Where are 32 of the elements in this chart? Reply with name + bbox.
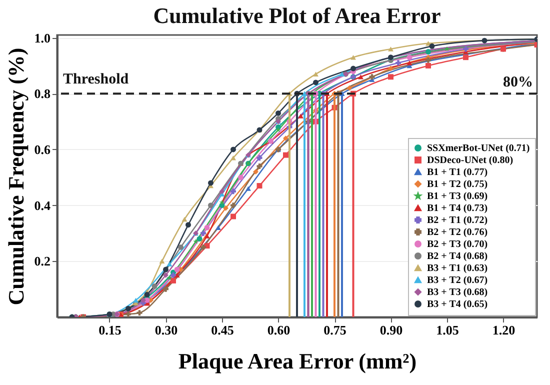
x-tick-label: 0.15	[98, 322, 122, 338]
legend-label: B2 + T4 (0.68)	[427, 251, 488, 262]
x-tick-label: 0.60	[267, 322, 290, 338]
chart-title: Cumulative Plot of Area Error	[153, 2, 442, 28]
x-axis-title: Plaque Area Error (mm²)	[178, 348, 417, 374]
legend-label: B2 + T3 (0.70)	[427, 239, 488, 250]
x-tick-label: 0.45	[211, 322, 234, 338]
y-tick-label: 0.6	[34, 142, 51, 157]
legend-label: B1 + T1 (0.77)	[427, 167, 488, 178]
legend-label: B2 + T1 (0.72)	[427, 215, 488, 226]
x-tick-label: 0.90	[380, 322, 403, 338]
legend-label: B3 + T4 (0.65)	[427, 299, 488, 310]
ref-line-label: Threshold	[63, 72, 130, 88]
legend-label: B1 + T3 (0.69)	[427, 191, 488, 202]
y-tick-label: 0.8	[34, 86, 51, 102]
x-tick-label: 1.05	[436, 322, 460, 338]
legend-label: DSDeco-UNet (0.80)	[427, 155, 514, 166]
legend-label: B3 + T3 (0.68)	[427, 287, 488, 298]
y-tick-label: 1.0	[34, 30, 50, 46]
y-tick-label: 0.2	[34, 254, 50, 269]
x-tick-label: 0.30	[154, 322, 178, 338]
legend-label: B1 + T4 (0.73)	[427, 203, 488, 214]
y-axis-title: Cumulative Frequency (%)	[3, 48, 28, 306]
y-tick-label: 0.4	[34, 198, 51, 213]
legend-label: SSXmerBot-UNet (0.71)	[427, 143, 530, 154]
x-tick-label: 0.75	[324, 322, 347, 338]
legend-label: B3 + T2 (0.67)	[427, 275, 488, 286]
x-tick-label: 1.20	[492, 322, 516, 338]
annotation: 80%	[503, 74, 533, 91]
legend-label: B3 + T1 (0.63)	[427, 263, 488, 274]
legend-label: B1 + T2 (0.75)	[427, 179, 488, 190]
legend-label: B2 + T2 (0.76)	[427, 227, 488, 238]
